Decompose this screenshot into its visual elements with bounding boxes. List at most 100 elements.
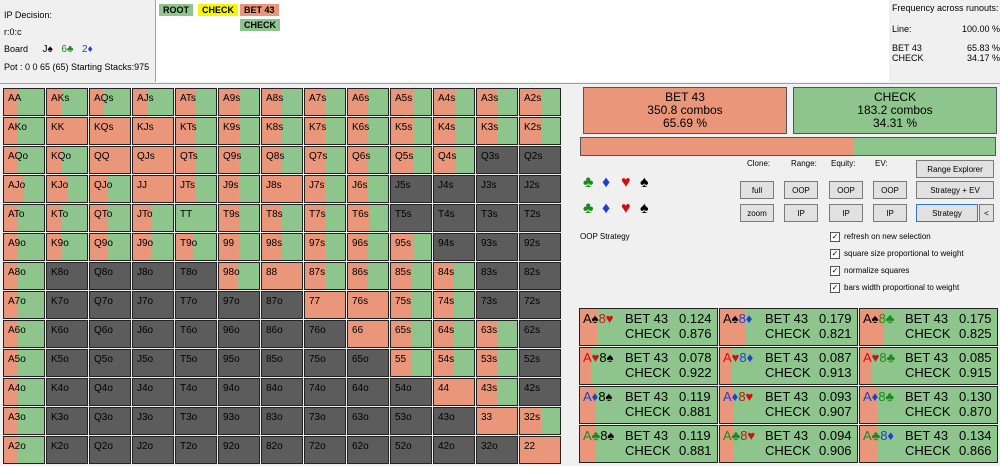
hand-cell[interactable]: K9s (218, 117, 260, 145)
hand-cell[interactable]: 42o (433, 436, 475, 464)
suit-filter-icon[interactable]: ♠ (640, 174, 649, 191)
hand-cell[interactable]: J2o (132, 436, 174, 464)
checkbox-square-size[interactable]: ✓ (830, 249, 840, 259)
hand-cell[interactable]: 32s (519, 407, 561, 435)
hand-cell[interactable]: 77 (304, 291, 346, 319)
hand-cell[interactable]: KQo (46, 146, 88, 174)
hand-cell[interactable]: 62o (347, 436, 389, 464)
hand-cell[interactable]: A3o (3, 407, 45, 435)
hand-cell[interactable]: 52s (519, 349, 561, 377)
combo-cell[interactable]: A♠8♥ BET 43 0.124 CHECK 0.876 (579, 308, 718, 346)
hand-cell[interactable]: J4s (433, 175, 475, 203)
combo-cell[interactable]: A♥8♦ BET 43 0.087 CHECK 0.913 (719, 347, 858, 385)
combo-cell[interactable]: A♥8♣ BET 43 0.085 CHECK 0.915 (859, 347, 998, 385)
hand-cell[interactable]: 63s (476, 320, 518, 348)
hand-cell[interactable]: J7s (304, 175, 346, 203)
hand-cell[interactable]: 97s (304, 233, 346, 261)
hand-cell[interactable]: AJs (132, 88, 174, 116)
hand-cell[interactable]: J9o (132, 233, 174, 261)
hand-cell[interactable]: 66 (347, 320, 389, 348)
hand-cell[interactable]: J3o (132, 407, 174, 435)
suit-filter-icon[interactable]: ♥ (621, 200, 631, 217)
hand-cell[interactable]: A2o (3, 436, 45, 464)
hand-cell[interactable]: JJ (132, 175, 174, 203)
hand-cell[interactable]: 43o (433, 407, 475, 435)
hand-cell[interactable]: J5s (390, 175, 432, 203)
hand-cell[interactable]: K5s (390, 117, 432, 145)
strategy-button[interactable]: Strategy (916, 204, 978, 222)
hand-cell[interactable]: 63o (347, 407, 389, 435)
hand-cell[interactable]: JTs (175, 175, 217, 203)
hand-cell[interactable]: 44 (433, 378, 475, 406)
checkbox-refresh[interactable]: ✓ (830, 232, 840, 242)
hand-cell[interactable]: 86o (261, 320, 303, 348)
equity-ip-button[interactable]: IP (829, 204, 863, 222)
hand-cell[interactable]: J6s (347, 175, 389, 203)
equity-oop-button[interactable]: OOP (829, 181, 863, 199)
hand-cell[interactable]: T2s (519, 204, 561, 232)
hand-cell[interactable]: 75o (304, 349, 346, 377)
hand-cell[interactable]: KQs (89, 117, 131, 145)
suit-filter-icon[interactable]: ♥ (621, 174, 631, 191)
range-ip-button[interactable]: IP (784, 204, 818, 222)
hand-cell[interactable]: A3s (476, 88, 518, 116)
combo-cell[interactable]: A♣8♦ BET 43 0.134 CHECK 0.866 (859, 425, 998, 463)
hand-cell[interactable]: 84o (261, 378, 303, 406)
hand-cell[interactable]: 32o (476, 436, 518, 464)
hand-cell[interactable]: Q9s (218, 146, 260, 174)
hand-cell[interactable]: 84s (433, 262, 475, 290)
hand-cell[interactable]: T3o (175, 407, 217, 435)
hand-cell[interactable]: K7s (304, 117, 346, 145)
hand-cell[interactable]: Q3s (476, 146, 518, 174)
suit-filter-icon[interactable]: ♠ (640, 200, 649, 217)
hand-cell[interactable]: 42s (519, 378, 561, 406)
hand-cell[interactable]: KK (46, 117, 88, 145)
hand-cell[interactable]: A9o (3, 233, 45, 261)
combo-cell[interactable]: A♥8♠ BET 43 0.078 CHECK 0.922 (579, 347, 718, 385)
hand-cell[interactable]: 92s (519, 233, 561, 261)
hand-cell[interactable]: ATo (3, 204, 45, 232)
hand-cell[interactable]: 92o (218, 436, 260, 464)
hand-cell[interactable]: 94o (218, 378, 260, 406)
combo-cell[interactable]: A♦8♠ BET 43 0.119 CHECK 0.881 (579, 386, 718, 424)
hand-cell[interactable]: AJo (3, 175, 45, 203)
strategy-ev-button[interactable]: Strategy + EV (916, 181, 994, 199)
hand-cell[interactable]: 97o (218, 291, 260, 319)
hand-cell[interactable]: K8o (46, 262, 88, 290)
hand-cell[interactable]: 43s (476, 378, 518, 406)
hand-cell[interactable]: 76o (304, 320, 346, 348)
hand-cell[interactable]: 75s (390, 291, 432, 319)
hand-cell[interactable]: J9s (218, 175, 260, 203)
hand-cell[interactable]: A7o (3, 291, 45, 319)
bet-summary[interactable]: BET 43 350.8 combos 65.69 % (583, 87, 787, 134)
hand-cell[interactable]: A4s (433, 88, 475, 116)
hand-cell[interactable]: K9o (46, 233, 88, 261)
checkbox-bars-width[interactable]: ✓ (830, 283, 840, 293)
suit-filter-icon[interactable]: ♣ (583, 200, 594, 217)
hand-cell[interactable]: Q5s (390, 146, 432, 174)
hand-cell[interactable]: J2s (519, 175, 561, 203)
hand-cell[interactable]: 64s (433, 320, 475, 348)
option-refresh[interactable]: ✓ refresh on new selection (830, 232, 931, 242)
hand-cell[interactable]: J8s (261, 175, 303, 203)
tree-node-check[interactable]: CHECK (198, 4, 239, 16)
hand-cell[interactable]: AKo (3, 117, 45, 145)
suit-filter-icon[interactable]: ♣ (583, 174, 594, 191)
hand-cell[interactable]: 72o (304, 436, 346, 464)
hand-cell[interactable]: A8s (261, 88, 303, 116)
hand-cell[interactable]: A5s (390, 88, 432, 116)
hand-cell[interactable]: 96s (347, 233, 389, 261)
hand-cell[interactable]: JTo (132, 204, 174, 232)
hand-cell[interactable]: K5o (46, 349, 88, 377)
hand-cell[interactable]: T4o (175, 378, 217, 406)
hand-cell[interactable]: T7s (304, 204, 346, 232)
hand-cell[interactable]: Q7s (304, 146, 346, 174)
hand-cell[interactable]: T6s (347, 204, 389, 232)
range-explorer-button[interactable]: Range Explorer (916, 160, 994, 178)
combo-cell[interactable]: A♣8♥ BET 43 0.094 CHECK 0.906 (719, 425, 858, 463)
hand-cell[interactable]: J4o (132, 378, 174, 406)
combo-cell[interactable]: A♠8♣ BET 43 0.175 CHECK 0.825 (859, 308, 998, 346)
hand-cell[interactable]: K3o (46, 407, 88, 435)
hand-cell[interactable]: 54s (433, 349, 475, 377)
hand-cell[interactable]: Q4s (433, 146, 475, 174)
